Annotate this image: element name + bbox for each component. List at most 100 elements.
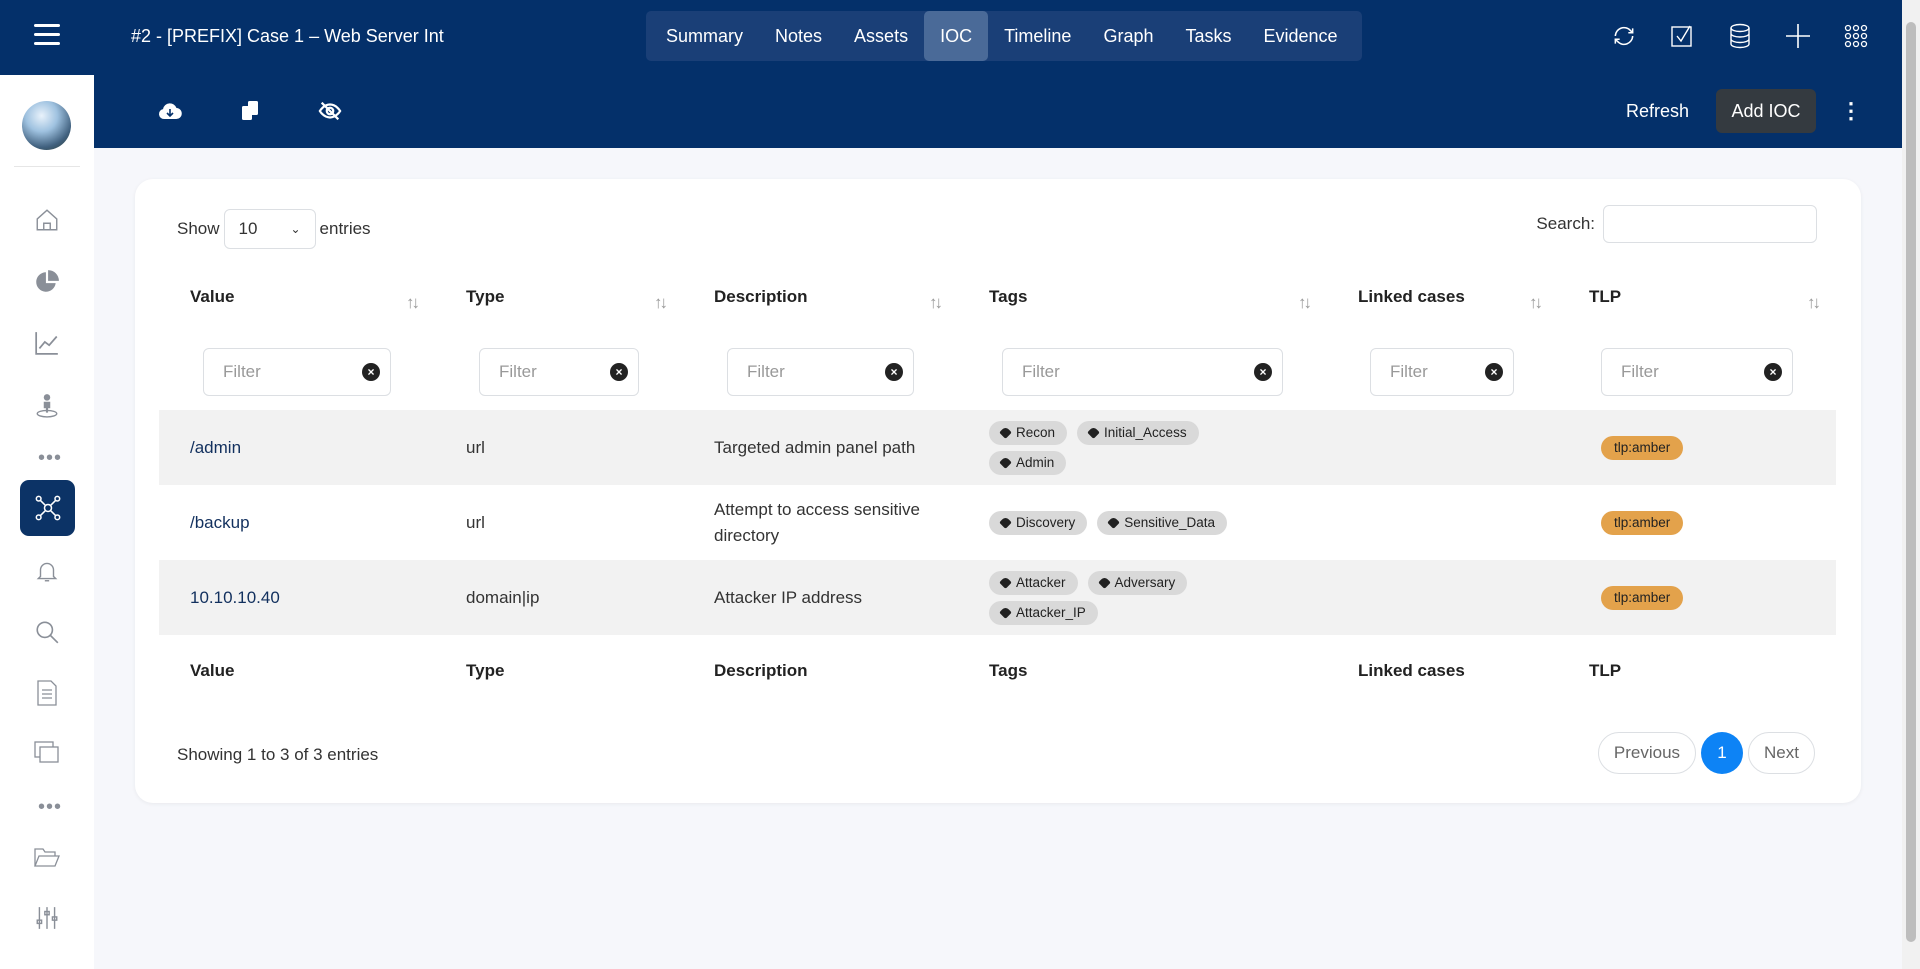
- ioc-value[interactable]: /admin: [190, 437, 242, 457]
- table-row[interactable]: /admin url Targeted admin panel path Rec…: [159, 410, 1836, 485]
- column-header-tags[interactable]: Tags: [989, 287, 1028, 306]
- ioc-value[interactable]: /backup: [190, 512, 250, 532]
- ioc-tags: Attacker Adversary Attacker_IP: [989, 570, 1249, 625]
- checkbox-icon[interactable]: [1666, 20, 1698, 52]
- more-dots-icon[interactable]: •••: [38, 796, 63, 818]
- tab-tasks[interactable]: Tasks: [1185, 26, 1232, 46]
- footer-header-linked-cases: Linked cases: [1358, 661, 1465, 680]
- database-icon[interactable]: [1724, 20, 1756, 52]
- tab-evidence[interactable]: Evidence: [1263, 26, 1338, 46]
- menu-icon[interactable]: [34, 24, 60, 46]
- line-chart-icon[interactable]: [29, 327, 65, 359]
- ioc-value[interactable]: 10.10.10.40: [190, 587, 280, 607]
- search-icon[interactable]: [29, 616, 65, 648]
- ioc-toolbar: Refresh Add IOC ⋮: [94, 75, 1902, 148]
- footer-header-value: Value: [190, 661, 235, 680]
- tag-icon: [1087, 426, 1100, 439]
- document-icon[interactable]: [29, 677, 65, 709]
- sort-icon[interactable]: ↑↓: [1807, 293, 1821, 312]
- tab-graph[interactable]: Graph: [1103, 26, 1154, 46]
- clear-filter-icon[interactable]: ×: [1254, 363, 1272, 381]
- column-header-type[interactable]: Type: [466, 287, 505, 306]
- tag-badge: Attacker: [989, 570, 1078, 595]
- table-row[interactable]: /backup url Attempt to access sensitive …: [159, 485, 1836, 560]
- copy-icon[interactable]: [238, 99, 262, 123]
- pie-chart-icon[interactable]: [29, 266, 65, 298]
- tag-icon: [1107, 516, 1121, 529]
- filter-linked-cases-input[interactable]: Filter ×: [1370, 348, 1514, 396]
- sidebar-item-case-graph[interactable]: [20, 480, 75, 536]
- bell-icon[interactable]: [29, 555, 65, 587]
- entries-select[interactable]: 10 ⌄: [223, 209, 316, 249]
- cloud-download-icon[interactable]: [158, 99, 182, 123]
- tlp-badge: tlp:amber: [1601, 510, 1684, 535]
- tab-ioc[interactable]: IOC: [924, 11, 989, 61]
- plus-icon[interactable]: [1782, 20, 1814, 52]
- avatar[interactable]: [22, 101, 71, 150]
- clear-filter-icon[interactable]: ×: [1764, 363, 1782, 381]
- case-title: #2 - [PREFIX] Case 1 – Web Server Int: [131, 26, 444, 46]
- more-dots-icon[interactable]: •••: [38, 447, 63, 469]
- tab-assets[interactable]: Assets: [854, 26, 909, 46]
- search-input[interactable]: [1603, 205, 1817, 243]
- table-row[interactable]: 10.10.10.40 domain|ip Attacker IP addres…: [159, 560, 1836, 635]
- tag-label: Initial_Access: [1104, 424, 1187, 440]
- filter-tags-input[interactable]: Filter ×: [1002, 348, 1283, 396]
- filter-tlp-input[interactable]: Filter ×: [1601, 348, 1793, 396]
- tab-timeline[interactable]: Timeline: [1004, 26, 1072, 46]
- tag-icon: [999, 606, 1012, 619]
- more-options-icon[interactable]: ⋮: [1840, 98, 1862, 123]
- filter-placeholder: Filter: [1022, 362, 1060, 381]
- filter-value-input[interactable]: Filter ×: [203, 348, 391, 396]
- sliders-icon[interactable]: [29, 902, 65, 934]
- clear-filter-icon[interactable]: ×: [885, 363, 903, 381]
- column-header-tlp[interactable]: TLP: [1589, 287, 1622, 306]
- previous-page-button[interactable]: Previous: [1597, 732, 1697, 774]
- clear-filter-icon[interactable]: ×: [1485, 363, 1503, 381]
- footer-header-description: Description: [714, 661, 808, 680]
- tag-label: Sensitive_Data: [1124, 514, 1216, 530]
- sort-icon[interactable]: ↑↓: [929, 293, 943, 312]
- refresh-button[interactable]: Refresh: [1626, 101, 1690, 121]
- filter-description-input[interactable]: Filter ×: [727, 348, 914, 396]
- refresh-icon[interactable]: [1608, 20, 1640, 52]
- sort-icon[interactable]: ↑↓: [1529, 293, 1543, 312]
- grid-icon[interactable]: [1840, 20, 1872, 52]
- folder-open-icon[interactable]: [29, 842, 65, 874]
- filter-type-input[interactable]: Filter ×: [479, 348, 639, 396]
- column-header-value[interactable]: Value: [190, 287, 235, 306]
- sort-icon[interactable]: ↑↓: [406, 293, 420, 312]
- next-page-button[interactable]: Next: [1748, 732, 1815, 774]
- ioc-description: Targeted admin panel path: [714, 437, 916, 457]
- tag-label: Attacker: [1016, 574, 1066, 590]
- filter-placeholder: Filter: [1621, 362, 1659, 381]
- tab-notes[interactable]: Notes: [775, 26, 823, 46]
- tab-summary[interactable]: Summary: [666, 26, 744, 46]
- tag-icon: [999, 516, 1012, 529]
- ioc-type: url: [466, 437, 485, 457]
- user-location-icon[interactable]: [29, 389, 65, 421]
- footer-header-tags: Tags: [989, 661, 1028, 680]
- column-header-linked-cases[interactable]: Linked cases: [1358, 287, 1465, 306]
- page-scrollbar[interactable]: [1902, 0, 1920, 969]
- footer-header-type: Type: [466, 661, 505, 680]
- divider: [14, 166, 80, 167]
- tag-label: Adversary: [1114, 574, 1176, 590]
- home-icon[interactable]: [29, 204, 65, 236]
- scrollbar-thumb[interactable]: [1906, 22, 1916, 942]
- clear-filter-icon[interactable]: ×: [610, 363, 628, 381]
- page-1-button[interactable]: 1: [1701, 732, 1744, 774]
- copy-windows-icon[interactable]: [29, 737, 65, 769]
- add-ioc-button[interactable]: Add IOC: [1716, 89, 1816, 133]
- tag-label: Attacker_IP: [1016, 604, 1086, 620]
- eye-slash-icon[interactable]: [318, 99, 342, 123]
- ioc-tags: Recon Initial_Access Admin: [989, 420, 1249, 475]
- entries-label: entries: [319, 219, 371, 238]
- sort-icon[interactable]: ↑↓: [654, 293, 668, 312]
- table-info: Showing 1 to 3 of 3 entries: [177, 745, 379, 764]
- column-header-description[interactable]: Description: [714, 287, 808, 306]
- sort-icon[interactable]: ↑↓: [1298, 293, 1312, 312]
- chevron-down-icon: ⌄: [290, 222, 301, 236]
- clear-filter-icon[interactable]: ×: [362, 363, 380, 381]
- tag-badge: Initial_Access: [1077, 420, 1199, 445]
